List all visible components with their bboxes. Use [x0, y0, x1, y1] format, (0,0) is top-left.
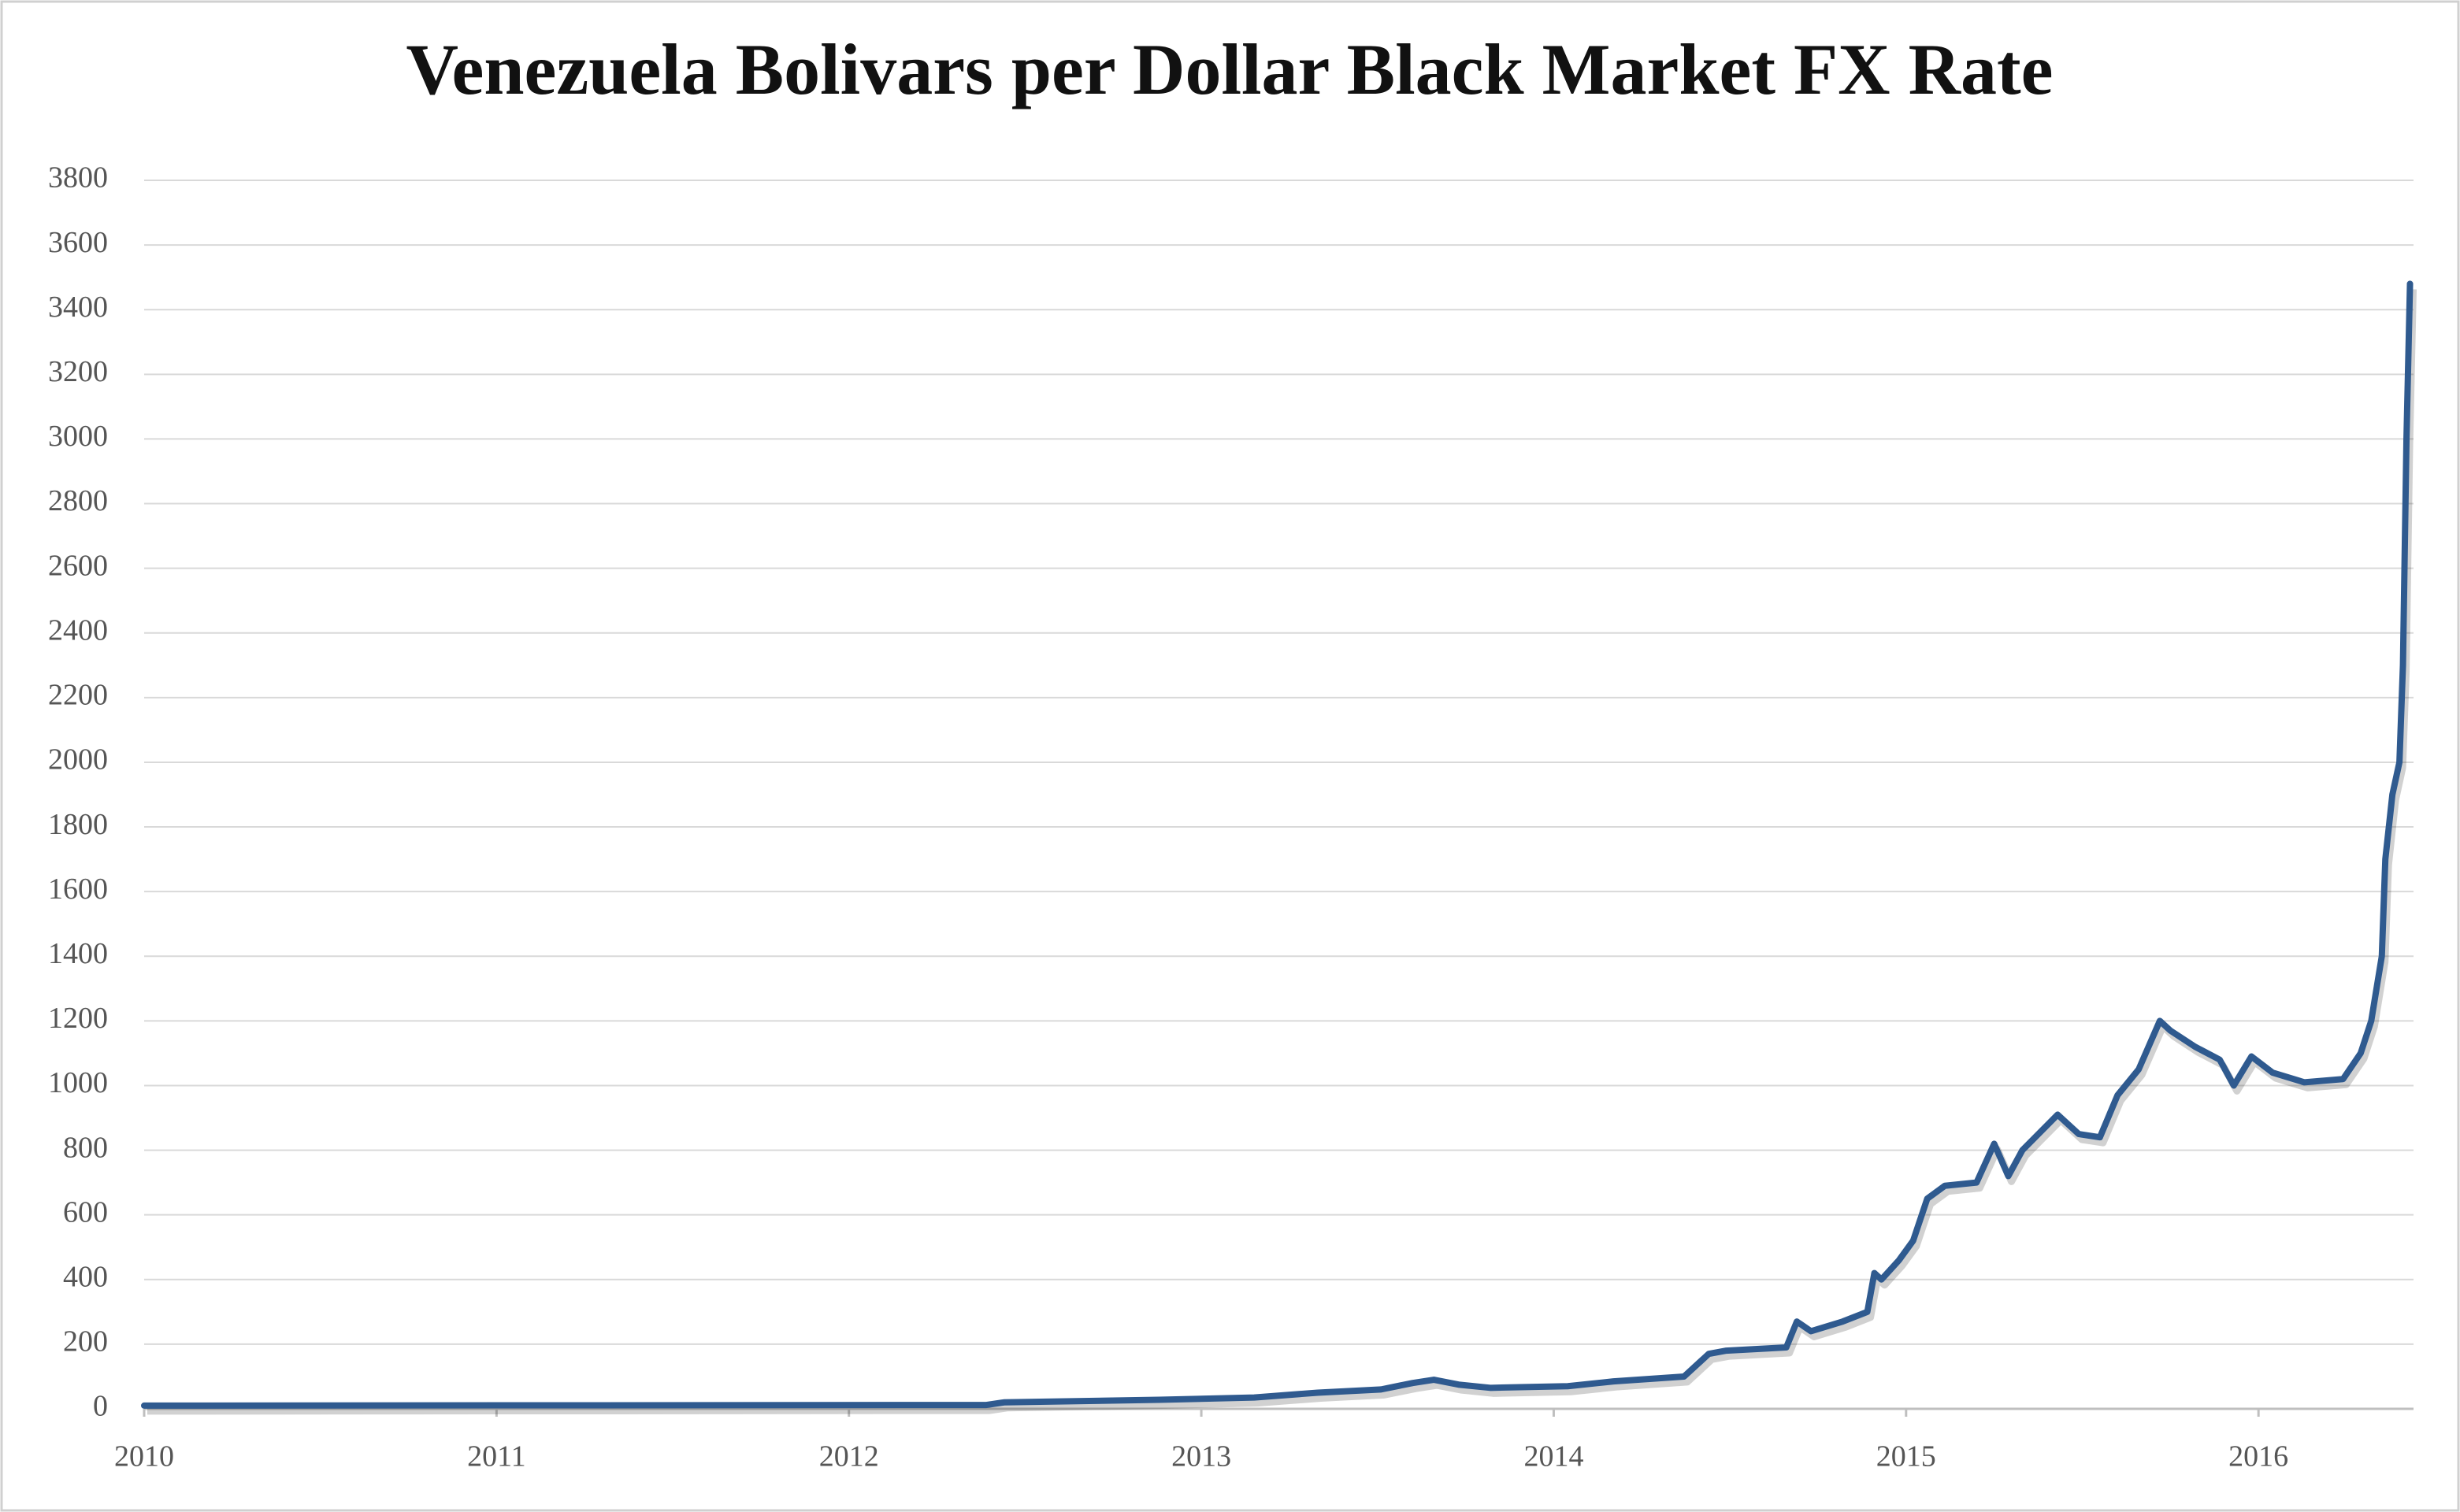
- x-tick-label: 2014: [1523, 1440, 1583, 1473]
- y-tick-label: 2200: [48, 679, 108, 712]
- y-tick-label: 1000: [48, 1066, 108, 1099]
- line-shadow: [147, 289, 2417, 1415]
- data-line: [141, 280, 2414, 1409]
- y-tick-label: 3600: [48, 226, 108, 259]
- y-tick-label: 1200: [48, 1002, 108, 1035]
- x-tick-label: 2013: [1171, 1440, 1231, 1473]
- y-tick-label: 1800: [48, 808, 108, 841]
- y-tick-label: 2400: [48, 613, 108, 647]
- y-tick-label: 3800: [48, 161, 108, 195]
- y-tick-label: 600: [63, 1195, 108, 1228]
- y-tick-label: 3000: [48, 420, 108, 453]
- y-tick-label: 0: [93, 1390, 108, 1423]
- y-tick-label: 2600: [48, 549, 108, 582]
- x-tick-label: 2010: [114, 1440, 174, 1473]
- x-tick-label: 2011: [467, 1440, 526, 1473]
- x-tick-label: 2015: [1876, 1440, 1936, 1473]
- y-tick-label: 1600: [48, 873, 108, 906]
- x-tick-label: 2016: [2228, 1440, 2288, 1473]
- x-tick-label: 2012: [819, 1440, 879, 1473]
- y-tick-label: 2800: [48, 484, 108, 517]
- y-tick-label: 2000: [48, 743, 108, 776]
- y-tick-label: 1400: [48, 937, 108, 970]
- y-tick-label: 800: [63, 1131, 108, 1164]
- y-tick-label: 3400: [48, 291, 108, 324]
- y-tick-label: 3200: [48, 355, 108, 388]
- chart-title: Venezuela Bolivars per Dollar Black Mark…: [406, 29, 2053, 109]
- y-tick-label: 200: [63, 1325, 108, 1358]
- y-tick-label: 400: [63, 1261, 108, 1294]
